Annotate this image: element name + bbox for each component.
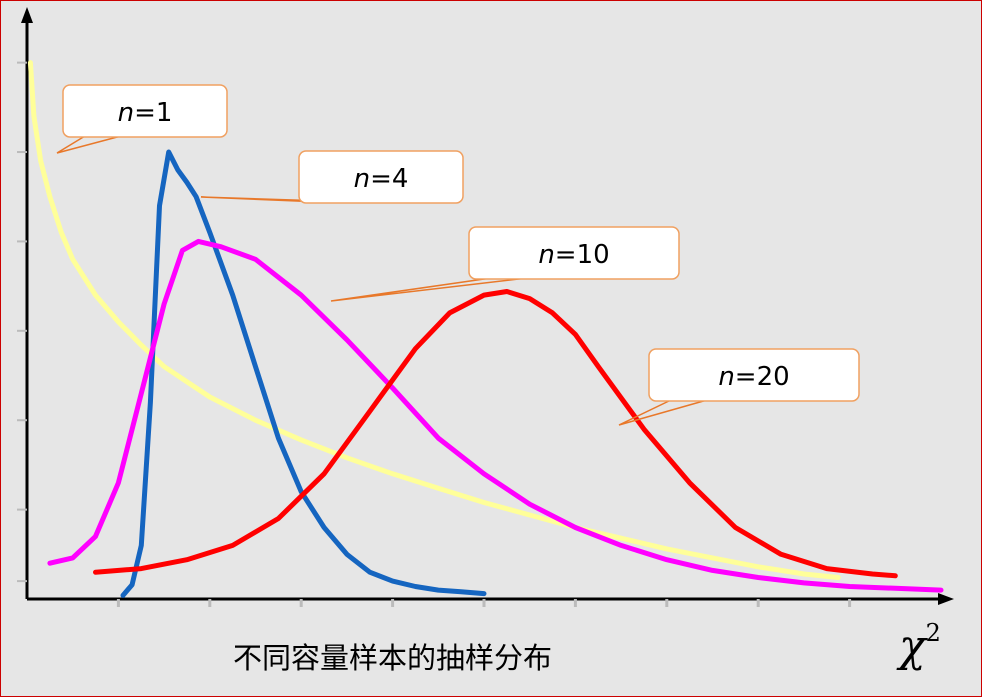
callout-n20: n=20	[618, 348, 860, 426]
callout-box	[468, 226, 680, 280]
callout-label: n=4	[354, 164, 409, 194]
callout-box	[298, 150, 464, 204]
callout-n10: n=10	[330, 226, 680, 302]
callout-label-equals: =	[370, 164, 392, 194]
callout-label-n: n	[538, 240, 554, 270]
callout-label-equals: =	[134, 98, 156, 128]
callout-leader	[330, 277, 528, 302]
series-line-n20	[93, 289, 898, 579]
callout-leader	[56, 135, 122, 154]
callout-label-df: 10	[577, 240, 610, 270]
callout-label-equals: =	[735, 362, 757, 392]
y-axis-arrow	[21, 7, 33, 23]
series-line-n10	[47, 238, 944, 593]
x-axis-label: χ2	[899, 619, 941, 672]
callout-label-df: 1	[156, 98, 173, 128]
series-line-n1	[27, 60, 841, 580]
callout-label: n=10	[538, 240, 609, 270]
curves	[27, 60, 944, 598]
callout-label: n=20	[718, 362, 789, 392]
series-line-n4	[120, 149, 487, 598]
callout-label-n: n	[354, 164, 370, 194]
callout-n4: n=4	[200, 150, 464, 204]
callout-label-equals: =	[555, 240, 577, 270]
x-axis-arrow	[938, 593, 954, 605]
x-axis-label-superscript: 2	[925, 619, 941, 647]
x-axis-label-symbol: χ	[899, 621, 926, 672]
callout-label-df: 20	[757, 362, 790, 392]
callouts: n=1n=4n=10n=20	[56, 84, 860, 426]
axes	[17, 7, 954, 607]
callout-leader	[618, 399, 708, 426]
callout-n1: n=1	[56, 84, 228, 154]
callout-box	[62, 84, 228, 138]
chart-caption: 不同容量样本的抽样分布	[233, 641, 553, 675]
callout-label-df: 4	[392, 164, 409, 194]
callout-box	[648, 348, 860, 402]
callout-label-n: n	[718, 362, 734, 392]
callout-label: n=1	[118, 98, 173, 128]
callout-label-n: n	[118, 98, 134, 128]
